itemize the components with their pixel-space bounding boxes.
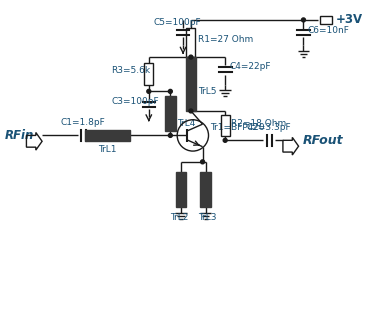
Bar (176, 172, 186, 207)
Text: TrL5: TrL5 (198, 87, 216, 96)
Text: +3V: +3V (336, 13, 363, 26)
Bar (85, 130, 130, 141)
Text: R2=18 Ohm: R2=18 Ohm (231, 119, 286, 128)
Text: RFout: RFout (302, 134, 343, 147)
Text: C6=10nF: C6=10nF (308, 26, 349, 35)
Text: RFin: RFin (5, 129, 34, 142)
Circle shape (189, 109, 193, 113)
Bar (221, 115, 230, 136)
Circle shape (302, 18, 305, 22)
Bar (185, 57, 196, 111)
Text: TrL2: TrL2 (170, 213, 188, 222)
Text: C4=22pF: C4=22pF (229, 62, 270, 71)
Circle shape (147, 89, 151, 93)
Bar (320, 16, 332, 24)
Text: C2=3.3pF: C2=3.3pF (247, 122, 291, 131)
Circle shape (201, 160, 204, 164)
Text: TrL3: TrL3 (198, 213, 217, 222)
Circle shape (189, 55, 193, 59)
Text: C1=1.8pF: C1=1.8pF (61, 117, 106, 126)
Text: Tr1=BFP420: Tr1=BFP420 (210, 123, 265, 132)
Circle shape (168, 89, 172, 93)
Text: R1=27 Ohm: R1=27 Ohm (198, 35, 253, 44)
Text: TrL4: TrL4 (177, 119, 196, 128)
Bar (144, 64, 153, 85)
Text: C3=100pF: C3=100pF (112, 97, 159, 106)
Text: R3=5.6k: R3=5.6k (112, 66, 151, 75)
Text: C5=100pF: C5=100pF (154, 18, 201, 27)
Bar (186, 28, 195, 57)
Bar (165, 96, 176, 131)
Circle shape (223, 138, 227, 142)
Text: TrL1: TrL1 (98, 145, 117, 154)
Bar (200, 172, 211, 207)
Circle shape (168, 134, 172, 137)
